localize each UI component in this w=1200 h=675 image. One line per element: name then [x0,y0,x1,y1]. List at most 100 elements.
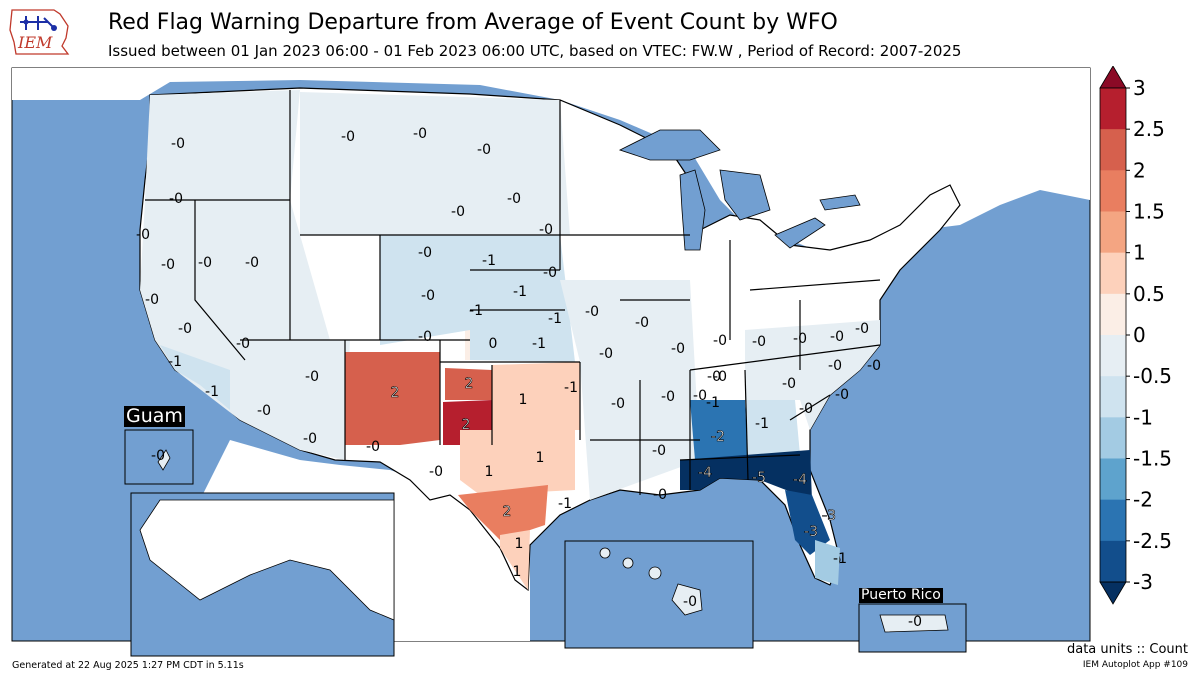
wfo-value-rnk: -0 [793,331,807,347]
colorbar-segment [1100,376,1126,418]
wfo-value-jan: -0 [653,487,667,503]
wfo-value-tae: -5 [752,470,766,486]
canada-land [12,68,1090,260]
wfo-value-tfx: -0 [341,129,355,145]
colorbar-tick-label: 2 [1133,158,1146,182]
wfo-value-lkn: -0 [245,255,259,271]
wfo-value-bro: 1 [513,564,522,580]
wfo-value-maf: -0 [429,464,443,480]
wfo-value-ewx: 2 [503,504,512,520]
wfo-value-ilm: -0 [867,358,881,374]
wfo-value-jax: -4 [793,472,807,488]
wfo-value-pah: -0 [713,333,727,349]
wfo-region-pac-nw [145,90,300,200]
colorbar-segment [1100,540,1126,583]
wfo-value-pub: -1 [548,311,562,327]
wfo-value-cae: -0 [835,387,849,403]
wfo-region-crp [500,530,530,590]
wfo-value-gsp: -0 [799,401,813,417]
colorbar-tick-label: 0 [1133,323,1146,347]
wfo-value-top: -0 [585,304,599,320]
wfo-value-ggw: -0 [413,126,427,142]
guam-island [157,449,171,471]
guam-inset [124,429,194,485]
wfo-value-gld: -1 [469,303,483,319]
wfo-value-mhx: -0 [855,321,869,337]
hawaii-kauai [599,547,611,559]
colorbar-tick-label: -1 [1133,405,1153,429]
colorbar-segment [1100,293,1126,336]
lake-michigan [679,169,706,251]
wfo-value-chs: -0 [828,358,842,374]
wfo-value-tbw: -3 [804,524,818,540]
colorbar-tick-label: 2.5 [1133,117,1165,141]
wfo-value-lsx: -0 [671,341,685,357]
wfo-value-gid: -1 [513,284,527,300]
hawaii-oahu [622,557,634,569]
colorbar-segment [1100,211,1126,254]
colorbar-extend-min [1099,581,1127,605]
wfo-region-nm [345,352,440,445]
wfo-value-akq: -0 [713,369,727,385]
wfo-region-plains [380,235,575,362]
wfo-value-fsd: -0 [539,222,553,238]
iem-logo: IEM [9,9,70,55]
data-units-label: data units :: Count [1066,642,1188,657]
colorbar-legend: 3 2.5 2 1.5 1 0.5 0 -0.5 -1 -1.5 -2 -2.5 -3 [1099,66,1172,605]
lake-huron [719,169,771,221]
colorbar-segment [1100,252,1126,295]
colorbar-tick-label: -0.5 [1133,364,1172,388]
wfo-value-sgf: -0 [599,346,613,362]
wfo-region-ewx [458,485,548,540]
wfo-value-unr: -0 [418,245,432,261]
wfo-region-bmx [690,400,748,460]
colorbar-segment [1100,335,1126,377]
wfo-value-pqr: -0 [171,136,185,152]
pr-island [879,614,949,633]
wfo-value-mfr: -0 [169,191,183,207]
wfo-value-epz: -0 [366,439,380,455]
wfo-value-oun: 1 [519,392,528,408]
wfo-value-ict: -1 [532,336,546,352]
colorbar-tick-label: -2.5 [1133,529,1172,553]
colorbar-tick-label: -1.5 [1133,447,1172,471]
logo-text: IEM [17,33,53,52]
wfo-value-hgx: -1 [558,496,572,512]
colorbar-segment [1100,129,1126,171]
wfo-value-jkl: -0 [693,388,707,404]
wfo-value-bmx: -2 [711,429,725,445]
wfo-value-hnx: -0 [178,321,192,337]
wfo-region-mfl [815,540,840,585]
wfo-value-hun: -1 [706,395,720,411]
colorbar-extend-max [1099,66,1127,89]
wfo-region-central [560,280,700,500]
wfo-value-ohx: -0 [752,334,766,350]
wfo-region-fwd [460,430,575,495]
colorbar-tick-label: 1.5 [1133,200,1165,224]
wfo-value-abr: -0 [507,191,521,207]
wfo-region-gulf [680,450,812,500]
colorbar-tick-label: 3 [1133,76,1146,100]
wfo-region-dakotas [300,92,570,235]
wfo-value-twc: -0 [303,431,317,447]
wfo-value-labels: -0-0-0-0 -0 -0-0-0-0-1-1-0-0-0-0 -0-0-0-0-0… [136,126,922,630]
colorbar-tick-label: -2 [1133,488,1153,512]
colorbar-segment [1100,170,1126,212]
wfo-value-lox: -1 [168,354,182,370]
wfo-value-mfl: -1 [833,551,847,567]
wfo-value-hfo: -0 [683,594,697,610]
wfo-value-sto: -0 [161,257,175,273]
wfo-value-mob: -4 [698,465,712,481]
wfo-value-meg: -0 [707,369,721,385]
wfo-value-eax: -0 [635,315,649,331]
wfo-value-gum: -0 [151,448,165,464]
wfo-value-ama: 2 [465,376,474,392]
wfo-value-lub: 2 [462,417,471,433]
hawaii-big-island [671,583,703,616]
map-subtitle: Issued between 01 Jan 2023 06:00 - 01 Fe… [108,42,962,60]
colorbar-segment [1100,88,1126,130]
colorbar-tick-label: 0.5 [1133,282,1165,306]
wfo-value-mlb: -3 [822,508,836,524]
wfo-value-abq: 2 [391,385,400,401]
